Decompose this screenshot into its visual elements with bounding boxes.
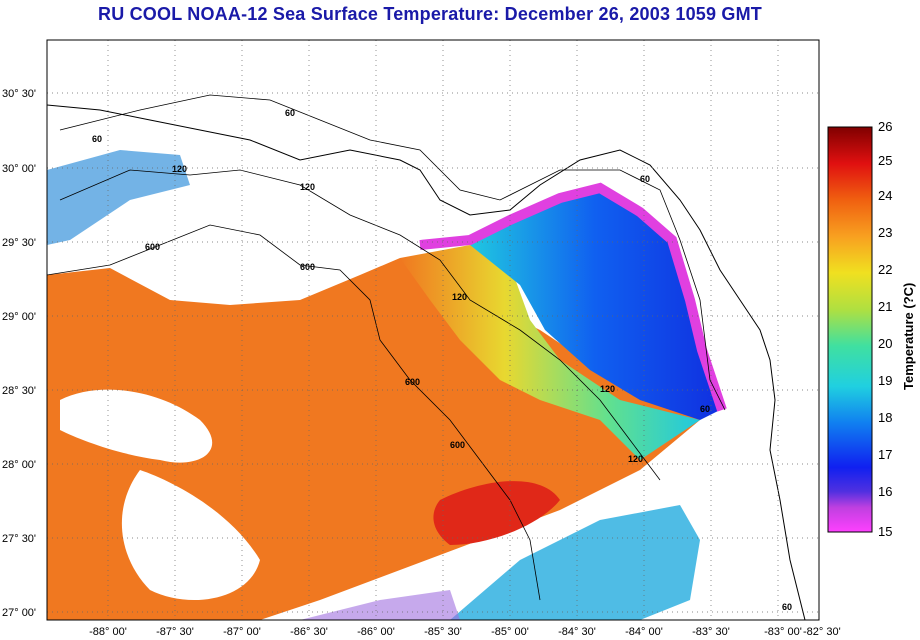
contour-label-600d: 600	[450, 440, 465, 450]
colorbar-tick: 16	[878, 484, 892, 499]
sst-hot-region	[433, 481, 560, 545]
contour-label-120b: 120	[300, 182, 315, 192]
contour-120	[59, 169, 661, 481]
colorbar-tick: 17	[878, 447, 892, 462]
y-tick-label: 29° 00'	[2, 311, 36, 323]
contour-600	[47, 224, 541, 601]
coastline	[47, 104, 806, 620]
y-tick-label: 28° 00'	[2, 459, 36, 471]
colorbar-tick: 22	[878, 262, 892, 277]
land-mask	[47, 40, 819, 620]
y-tick-label: 30° 00'	[2, 163, 36, 175]
x-tick-label: -84° 00'	[625, 626, 663, 638]
sst-northwest-patch	[47, 150, 190, 245]
contour-label-60: 60	[285, 108, 295, 118]
x-tick-label: -83° 30'	[692, 626, 730, 638]
contour-60	[59, 94, 726, 411]
map-title: RU COOL NOAA-12 Sea Surface Temperature:…	[98, 4, 762, 24]
contour-label-120: 120	[172, 164, 187, 174]
contour-label-120c: 120	[452, 292, 467, 302]
x-tick-label: -85° 30'	[424, 626, 462, 638]
colorbar-tick: 25	[878, 153, 892, 168]
sst-south-cold-streak	[450, 505, 700, 620]
contour-label-600c: 600	[405, 377, 420, 387]
colorbar-tick: 15	[878, 524, 892, 539]
colorbar: 26 25 24 23 22 21 20 19 18 17 16 15 Temp…	[827, 119, 916, 539]
y-axis-labels: 30° 30' 30° 00' 29° 30' 29° 00' 28° 30' …	[2, 88, 36, 619]
sst-field: 60 60 120 120 600 600 120 600 600 120 12…	[47, 40, 819, 620]
x-tick-label: -82° 30'	[803, 626, 841, 638]
y-tick-label: 29° 30'	[2, 237, 36, 249]
colorbar-tick: 23	[878, 225, 892, 240]
contour-label-600: 600	[145, 242, 160, 252]
x-tick-label: -87° 30'	[156, 626, 194, 638]
x-tick-label: -88° 00'	[89, 626, 127, 638]
cloud-gap-west	[60, 389, 213, 463]
y-tick-label: 28° 30'	[2, 385, 36, 397]
sst-coldest-fringe	[419, 182, 727, 412]
colorbar-tick: 18	[878, 410, 892, 425]
contour-label-120e: 120	[628, 454, 643, 464]
plot-frame	[46, 39, 820, 621]
contour-label-120d: 120	[600, 384, 615, 394]
y-tick-label: 27° 30'	[2, 533, 36, 545]
x-tick-label: -86° 00'	[357, 626, 395, 638]
contour-label-60d: 60	[700, 404, 710, 414]
x-tick-label: -83° 00'	[764, 626, 802, 638]
gridlines	[47, 40, 819, 620]
cloud-gap-south	[121, 470, 261, 600]
colorbar-title: Temperature (?C)	[901, 283, 916, 390]
x-tick-label: -84° 30'	[558, 626, 596, 638]
colorbar-tick: 21	[878, 299, 892, 314]
contour-label-600b: 600	[300, 262, 315, 272]
sst-cold-region	[470, 190, 720, 420]
colorbar-gradient	[827, 126, 873, 533]
colorbar-tick: 20	[878, 336, 892, 351]
y-tick-label: 27° 00'	[2, 607, 36, 619]
colorbar-tick: 19	[878, 373, 892, 388]
x-tick-label: -85° 00'	[491, 626, 529, 638]
contour-label-60c: 60	[640, 174, 650, 184]
sst-south-mixed-streak	[300, 590, 460, 620]
x-tick-label: -86° 30'	[290, 626, 328, 638]
x-tick-label: -87° 00'	[223, 626, 261, 638]
colorbar-tick: 24	[878, 188, 892, 203]
contour-label-60b: 60	[92, 134, 102, 144]
x-axis-labels: -88° 00' -87° 30' -87° 00' -86° 30' -86°…	[89, 626, 841, 638]
colorbar-tick: 26	[878, 119, 892, 134]
y-tick-label: 30° 30'	[2, 88, 36, 100]
contour-label-60e: 60	[782, 602, 792, 612]
